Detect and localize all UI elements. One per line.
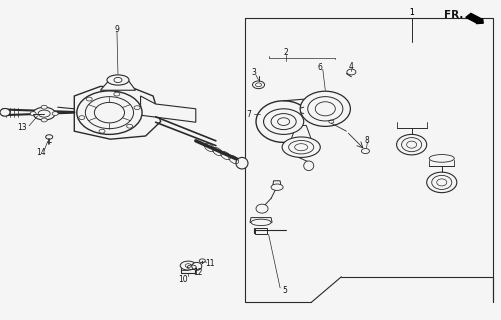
Ellipse shape	[250, 219, 271, 226]
Circle shape	[52, 112, 58, 116]
Ellipse shape	[94, 102, 124, 123]
Text: FR.: FR.	[443, 10, 462, 20]
Text: 13: 13	[17, 124, 27, 132]
Polygon shape	[249, 218, 272, 222]
Ellipse shape	[300, 91, 350, 126]
Ellipse shape	[33, 107, 55, 120]
Circle shape	[134, 106, 140, 109]
Circle shape	[126, 124, 132, 128]
Polygon shape	[140, 96, 195, 122]
Text: 11: 11	[205, 259, 214, 268]
Text: 8: 8	[363, 136, 368, 145]
Ellipse shape	[307, 97, 342, 121]
Polygon shape	[291, 125, 311, 139]
Ellipse shape	[191, 262, 201, 270]
Polygon shape	[74, 86, 160, 139]
FancyArrow shape	[465, 13, 482, 24]
Circle shape	[252, 81, 264, 89]
Text: 9: 9	[114, 25, 119, 34]
Circle shape	[86, 97, 92, 101]
Ellipse shape	[288, 140, 313, 154]
Circle shape	[41, 118, 47, 122]
Ellipse shape	[401, 138, 421, 152]
Ellipse shape	[180, 261, 196, 270]
Text: 5: 5	[282, 286, 287, 295]
Text: 1: 1	[408, 8, 413, 17]
Ellipse shape	[431, 175, 451, 189]
Text: 4: 4	[348, 62, 353, 71]
Text: 6: 6	[317, 63, 322, 72]
Text: 7: 7	[245, 110, 250, 119]
Circle shape	[99, 129, 105, 133]
Ellipse shape	[428, 155, 453, 162]
Circle shape	[361, 148, 369, 154]
Text: 12: 12	[193, 268, 202, 277]
Circle shape	[41, 105, 47, 109]
Ellipse shape	[303, 161, 313, 171]
Polygon shape	[180, 267, 194, 273]
Text: 3: 3	[250, 68, 256, 77]
Circle shape	[79, 116, 85, 120]
Text: 10: 10	[178, 275, 188, 284]
Polygon shape	[321, 91, 329, 96]
Circle shape	[114, 92, 120, 96]
Ellipse shape	[282, 137, 320, 157]
Bar	[254, 228, 267, 234]
Ellipse shape	[426, 172, 456, 193]
Circle shape	[30, 112, 36, 116]
Ellipse shape	[77, 91, 142, 134]
Circle shape	[346, 69, 355, 75]
Ellipse shape	[256, 204, 268, 213]
Polygon shape	[100, 80, 135, 90]
Polygon shape	[313, 105, 317, 112]
Ellipse shape	[235, 157, 247, 169]
Polygon shape	[272, 181, 281, 187]
Text: 14: 14	[36, 148, 46, 157]
Circle shape	[263, 109, 303, 134]
Ellipse shape	[396, 134, 426, 155]
Ellipse shape	[0, 108, 10, 116]
Text: 2: 2	[283, 48, 288, 57]
Ellipse shape	[271, 184, 283, 190]
Ellipse shape	[107, 75, 129, 85]
Text: 1: 1	[408, 8, 413, 17]
